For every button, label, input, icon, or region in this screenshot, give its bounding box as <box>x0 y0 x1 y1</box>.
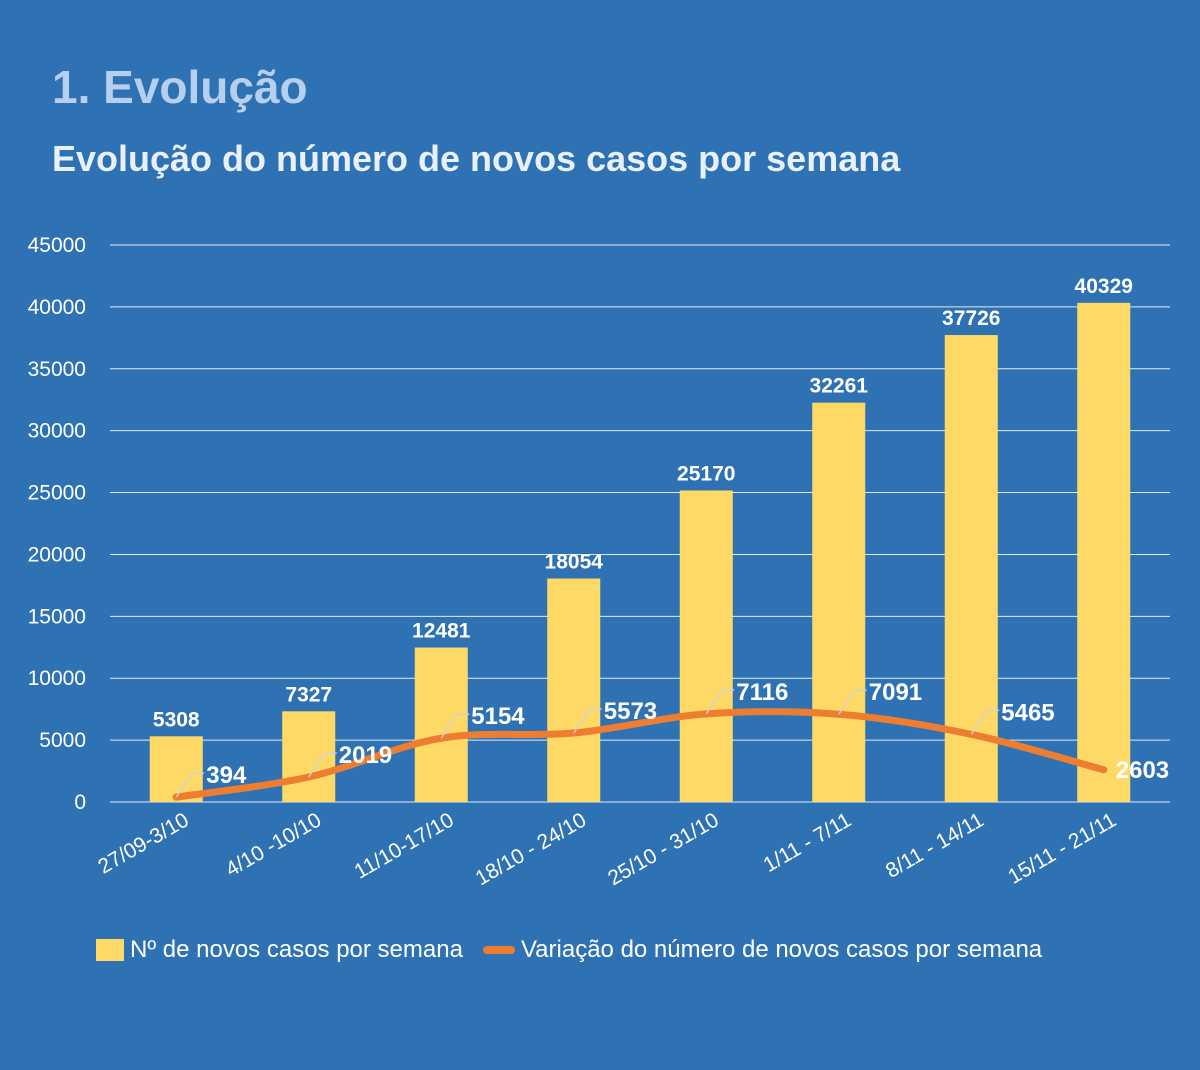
line-value-label: 7091 <box>869 679 922 706</box>
label-leader-line <box>573 708 602 734</box>
section-title: 1. Evolução <box>52 61 308 113</box>
line-value-label: 2603 <box>1116 757 1169 784</box>
bar <box>149 736 203 802</box>
legend-label-line: Variação do número de novos casos por se… <box>520 936 1043 963</box>
bar <box>944 335 998 802</box>
y-tick-label: 30000 <box>28 420 86 443</box>
line-point <box>1100 766 1108 774</box>
legend-line-swatch <box>482 946 515 954</box>
line-value-label: 7116 <box>736 679 788 706</box>
legend-bar-swatch <box>96 939 124 961</box>
bar-value-label: 37726 <box>942 307 1000 330</box>
line-value-label: 5573 <box>604 698 657 725</box>
chart-title: Evolução do número de novos casos por se… <box>52 138 901 179</box>
y-tick-label: 10000 <box>28 667 86 690</box>
x-tick-label: 1/11 - 7/11 <box>759 808 855 877</box>
bar-value-label: 32261 <box>810 375 869 398</box>
bar <box>812 402 866 802</box>
label-leader-line <box>440 713 470 739</box>
bar-value-label: 7327 <box>285 683 332 706</box>
bar-value-label: 12481 <box>412 620 471 643</box>
y-tick-label: 45000 <box>28 234 86 257</box>
x-tick-label: 18/10 - 24/10 <box>472 808 591 890</box>
y-tick-label: 5000 <box>39 729 86 752</box>
label-leader-line <box>970 709 1000 735</box>
label-leader-line <box>175 772 205 798</box>
bar <box>282 711 336 802</box>
bar <box>414 647 468 802</box>
legend-label-bars: Nº de novos casos por semana <box>130 936 463 963</box>
legend-item-line[interactable]: Variação do número de novos casos por se… <box>463 936 1042 964</box>
bar <box>547 578 601 802</box>
bar-value-label: 25170 <box>677 462 735 485</box>
line-value-label: 5154 <box>471 703 525 730</box>
line-value-label: 394 <box>206 762 247 789</box>
x-tick-label: 25/10 - 31/10 <box>604 808 723 890</box>
legend-item-bars[interactable]: Nº de novos casos por semana <box>96 936 463 964</box>
label-leader-line <box>308 752 337 778</box>
x-tick-label: 15/11 - 21/11 <box>1004 808 1120 888</box>
y-tick-label: 25000 <box>28 482 86 505</box>
line-value-label: 2019 <box>339 742 392 769</box>
bar <box>679 490 733 802</box>
y-tick-label: 35000 <box>28 358 86 381</box>
x-tick-label: 4/10 -10/10 <box>222 808 326 881</box>
label-leader-line <box>838 689 867 715</box>
y-tick-label: 0 <box>74 791 86 814</box>
bar-value-label: 18054 <box>545 551 604 574</box>
y-tick-label: 20000 <box>28 543 86 566</box>
x-tick-label: 11/10-17/10 <box>351 808 458 883</box>
bar <box>1077 302 1131 802</box>
x-tick-label: 27/09-3/10 <box>94 808 192 878</box>
bar-value-label: 40329 <box>1075 275 1133 298</box>
y-tick-label: 15000 <box>28 605 86 628</box>
bar-value-label: 5308 <box>153 708 200 731</box>
y-tick-label: 40000 <box>28 296 86 319</box>
series-line <box>172 708 1108 801</box>
legend: Nº de novos casos por semana Variação do… <box>96 936 1042 964</box>
line-value-label: 5465 <box>1001 699 1054 726</box>
label-leader-line <box>705 689 735 715</box>
x-tick-label: 8/11 - 14/11 <box>882 808 988 882</box>
